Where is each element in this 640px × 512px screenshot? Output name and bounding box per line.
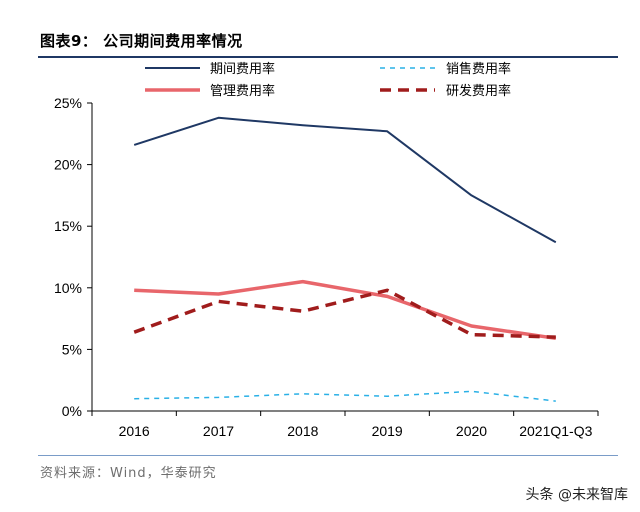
x-tick-label: 2019 [372,423,403,439]
series-line-period [133,116,557,244]
legend-label-rnd: 研发费用率 [446,83,511,99]
title-rule [38,56,618,58]
legend-label-mgmt: 管理费用率 [210,83,275,99]
y-tick-label: 5% [62,341,82,357]
figure-title: 图表9： 公司期间费用率情况 [40,32,243,50]
y-tick-label: 10% [54,280,82,296]
watermark: 头条 @未来智库 [525,487,628,503]
source-note: 资料来源：Wind，华泰研究 [40,466,217,481]
y-axis: 0% 5% 10% 15% 20% 25% [54,95,93,419]
y-tick-label: 25% [54,95,82,111]
x-tick-label: 2017 [203,423,234,439]
x-tick-label: 2018 [287,423,318,439]
x-tick-label: 2016 [119,423,150,439]
y-tick-label: 20% [54,157,82,173]
x-axis: 2016 2017 2018 2019 2020 2021Q1-Q3 [91,410,599,439]
footer-rule [38,455,618,456]
legend-label-period: 期间费用率 [210,61,275,77]
series-line-rnd [133,288,556,339]
y-tick-label: 15% [54,218,82,234]
y-tick-label: 0% [62,403,82,419]
series-lines [133,116,557,402]
x-tick-label: 2020 [456,423,487,439]
series-line-mgmt [134,279,557,341]
legend-label-sales: 销售费用率 [446,61,511,77]
x-tick-label: 2021Q1-Q3 [519,423,592,439]
series-line-sales [134,390,556,402]
